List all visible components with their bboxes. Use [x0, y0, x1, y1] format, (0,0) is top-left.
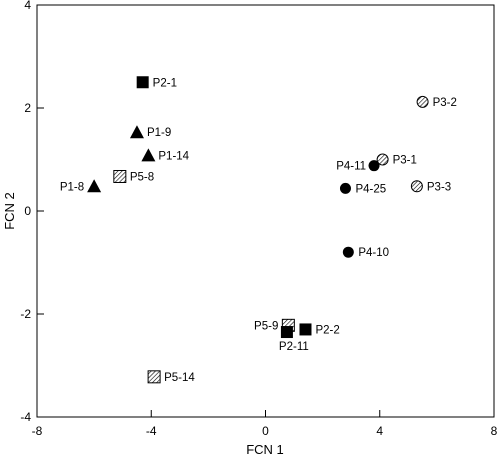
hatched-circle-marker [376, 153, 389, 166]
point-label: P1-8 [60, 181, 84, 193]
point-label: P2-2 [315, 324, 339, 336]
point-label: P2-11 [279, 341, 309, 353]
data-point-p3-1: P3-1 [376, 153, 417, 167]
point-label: P5-14 [164, 372, 195, 384]
data-point-p5-8: P5-8 [113, 169, 154, 183]
filled-circle-marker [339, 182, 351, 194]
data-point-p3-3: P3-3 [410, 180, 451, 193]
hatched-circle-marker [416, 95, 429, 108]
y-tick-label: -2 [20, 307, 31, 321]
filled-square-marker [299, 323, 312, 336]
data-point-p3-2: P3-2 [416, 95, 457, 109]
filled-triangle-marker [141, 148, 156, 162]
x-axis-title: FCN 1 [246, 442, 284, 457]
x-tick-label: 4 [376, 424, 383, 438]
point-label: P3-3 [427, 181, 451, 193]
filled-square-marker [280, 326, 293, 339]
data-point-p2-2: P2-2 [299, 323, 340, 336]
y-tick-label: 2 [24, 101, 31, 115]
y-tick-label: 0 [24, 204, 31, 218]
data-point-p4-11: P4-11 [336, 160, 380, 173]
data-points: P2-1 P1-9 P1-14 P5-8 P1-8 P3-2 P3-1 P4-11 P3-3 P4… [60, 76, 457, 384]
point-label: P5-8 [130, 171, 154, 183]
point-label: P2-1 [153, 77, 177, 89]
data-point-p2-1: P2-1 [136, 76, 177, 89]
x-tick-label: 0 [262, 424, 269, 438]
data-point-p1-14: P1-14 [141, 148, 190, 162]
point-label: P4-11 [336, 161, 366, 173]
x-axis: -8 -4 0 4 8 [32, 410, 498, 438]
plot-frame [36, 4, 495, 418]
data-point-p4-10: P4-10 [342, 246, 389, 259]
y-axis-title: FCN 2 [2, 192, 17, 230]
filled-circle-marker [342, 246, 354, 258]
filled-square-marker [136, 76, 149, 89]
y-tick-label: 4 [24, 0, 31, 12]
x-tick-label: 8 [491, 424, 498, 438]
filled-triangle-marker [129, 125, 144, 139]
filled-circle-marker [368, 160, 380, 172]
y-tick-label: -4 [20, 410, 31, 424]
filled-triangle-marker [87, 179, 102, 193]
data-point-p4-25: P4-25 [339, 182, 386, 195]
x-tick-label: -8 [32, 424, 43, 438]
data-point-p1-9: P1-9 [129, 125, 171, 139]
hatched-square-marker [147, 370, 161, 384]
point-label: P4-10 [358, 247, 389, 259]
point-label: P5-9 [254, 320, 278, 332]
x-tick-label: -4 [146, 424, 157, 438]
hatched-square-marker [113, 169, 127, 183]
point-label: P4-25 [355, 183, 386, 195]
data-point-p1-8: P1-8 [60, 179, 102, 193]
hatched-circle-marker [410, 180, 423, 193]
point-label: P1-14 [158, 150, 189, 162]
y-axis: -4 -2 0 2 4 [20, 0, 44, 424]
point-label: P1-9 [147, 127, 171, 139]
data-point-p5-14: P5-14 [147, 370, 195, 384]
point-label: P3-2 [433, 97, 457, 109]
data-point-p2-11: P2-11 [279, 326, 309, 353]
point-label: P3-1 [393, 155, 417, 167]
